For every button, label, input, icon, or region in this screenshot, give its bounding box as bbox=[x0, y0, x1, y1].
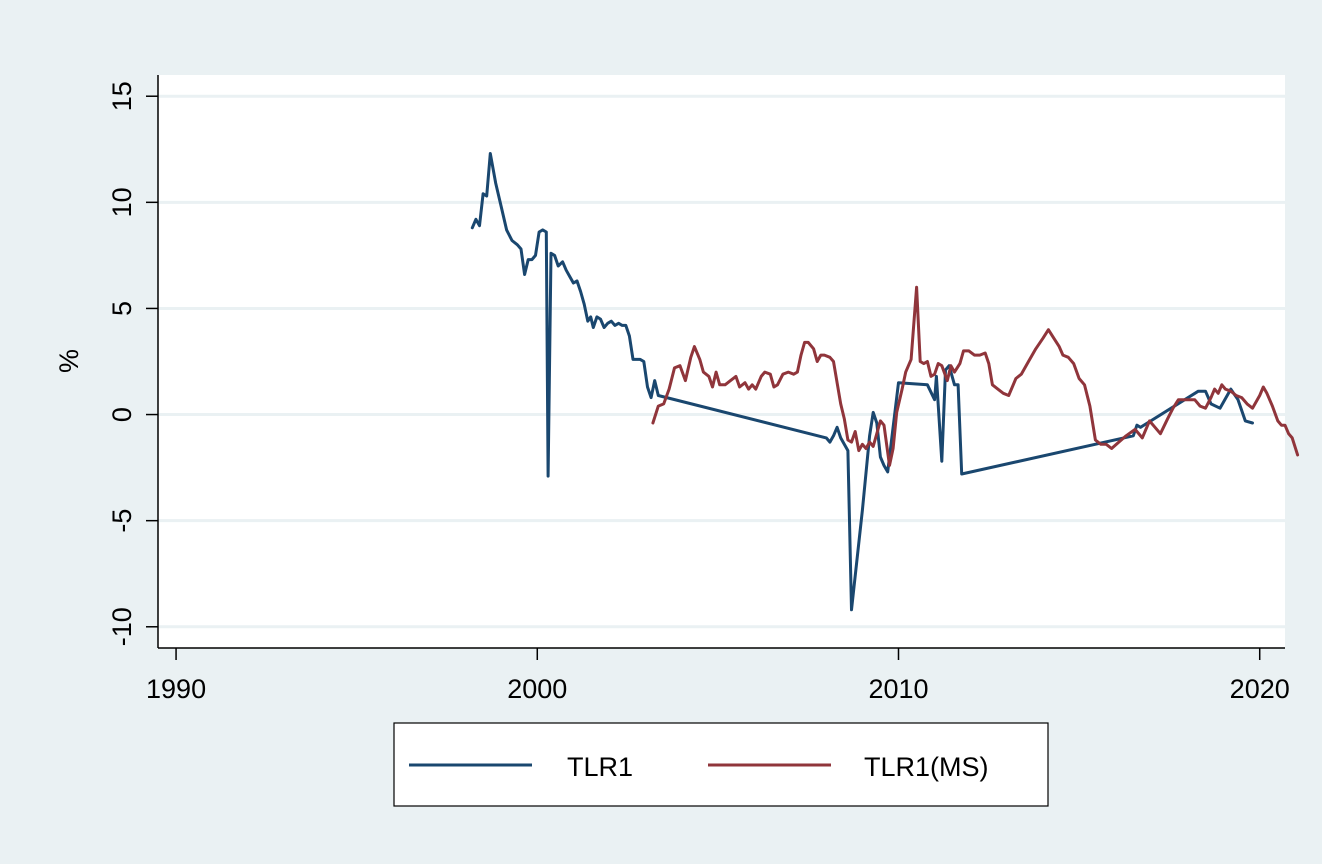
y-axis-label: % bbox=[54, 349, 84, 373]
y-tick-label: 5 bbox=[107, 301, 137, 316]
axis-ticks: -10 -5 0 5 10 15 1990 2000 2010 2020 bbox=[107, 81, 1290, 704]
gridlines bbox=[158, 94, 1285, 629]
x-tick-label: 1990 bbox=[146, 674, 206, 704]
y-tick-label: -10 bbox=[107, 607, 137, 646]
series-line-tlr1 bbox=[470, 152, 1254, 612]
x-tick-label: 2020 bbox=[1230, 674, 1290, 704]
plot-area bbox=[158, 75, 1285, 648]
legend-label-tlr1: TLR1 bbox=[567, 752, 633, 782]
series-line-tlr1-ms bbox=[651, 285, 1300, 467]
legend-label-tlr1-ms: TLR1(MS) bbox=[864, 752, 989, 782]
series-lines bbox=[470, 152, 1300, 612]
y-tick-label: -5 bbox=[107, 509, 137, 533]
x-tick-label: 2010 bbox=[868, 674, 928, 704]
legend: TLR1 TLR1(MS) bbox=[393, 722, 1049, 807]
x-tick-label: 2000 bbox=[507, 674, 567, 704]
y-tick-label: 0 bbox=[107, 407, 137, 422]
y-tick-label: 15 bbox=[107, 81, 137, 111]
y-tick-label: 10 bbox=[107, 187, 137, 217]
